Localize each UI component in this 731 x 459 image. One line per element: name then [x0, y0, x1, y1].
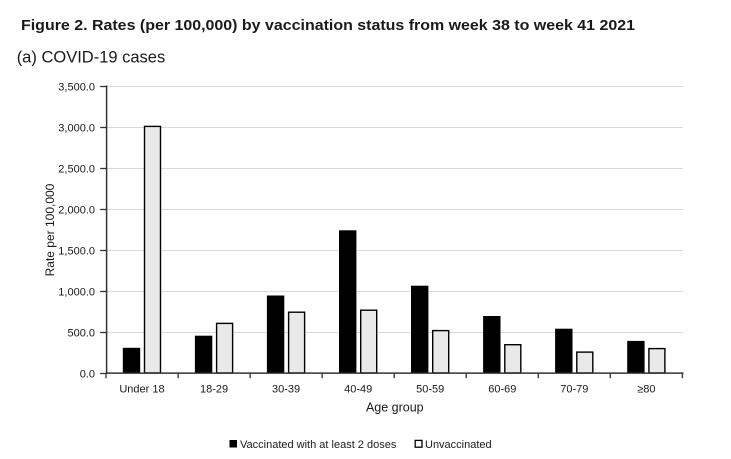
svg-text:2,500.0: 2,500.0: [58, 164, 95, 176]
svg-text:60-69: 60-69: [488, 384, 516, 396]
svg-text:1,500.0: 1,500.0: [58, 246, 95, 258]
svg-text:Unvaccinated: Unvaccinated: [425, 439, 492, 451]
svg-text:Under 18: Under 18: [119, 384, 164, 396]
svg-text:40-49: 40-49: [344, 384, 372, 396]
svg-text:0.0: 0.0: [80, 369, 95, 381]
svg-text:70-79: 70-79: [560, 384, 588, 396]
svg-text:3,000.0: 3,000.0: [58, 123, 95, 135]
svg-text:≥80: ≥80: [637, 384, 655, 396]
svg-text:Age group: Age group: [366, 401, 424, 415]
svg-text:(a) COVID-19 cases: (a) COVID-19 cases: [17, 49, 166, 67]
svg-text:Rate per 100,000: Rate per 100,000: [43, 183, 57, 276]
svg-text:1,000.0: 1,000.0: [58, 287, 95, 299]
svg-text:Figure 2. Rates (per 100,000): Figure 2. Rates (per 100,000) by vaccina…: [21, 17, 635, 34]
svg-text:50-59: 50-59: [416, 384, 444, 396]
svg-text:500.0: 500.0: [67, 328, 95, 340]
svg-text:2,000.0: 2,000.0: [58, 205, 95, 217]
svg-text:30-39: 30-39: [272, 384, 300, 396]
svg-text:18-29: 18-29: [200, 384, 228, 396]
svg-text:3,500.0: 3,500.0: [58, 82, 95, 94]
svg-text:Vaccinated with at least 2 dos: Vaccinated with at least 2 doses: [240, 439, 397, 451]
